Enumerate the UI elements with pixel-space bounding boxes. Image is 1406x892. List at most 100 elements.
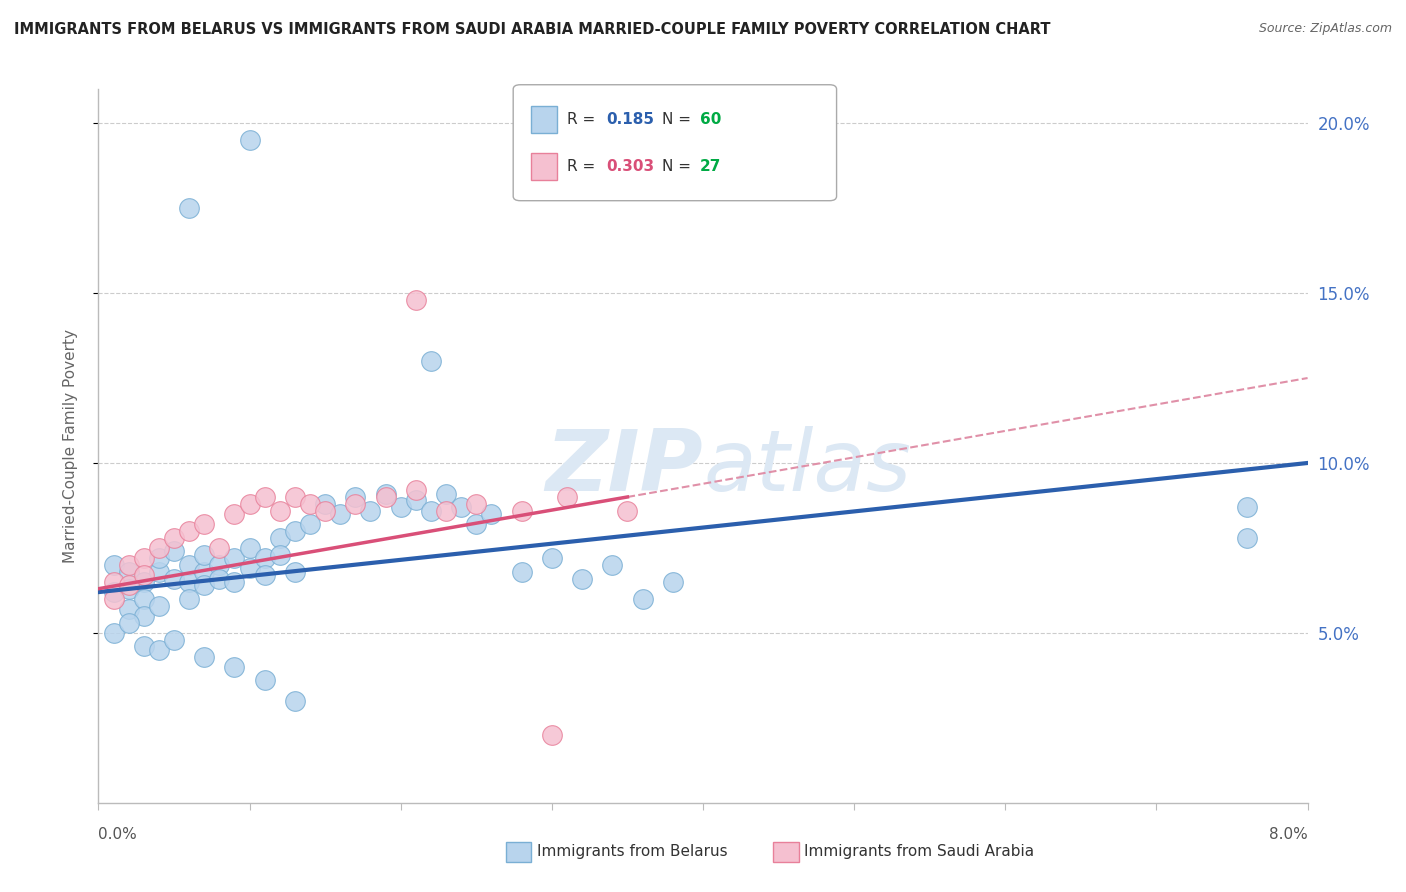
Point (239, 541, 262, 555)
Text: Immigrants from Saudi Arabia: Immigrants from Saudi Arabia (804, 845, 1035, 859)
Text: 8.0%: 8.0% (1268, 827, 1308, 841)
Point (434, 503, 457, 517)
Point (148, 643, 170, 657)
Point (299, 517, 322, 532)
Point (118, 565, 141, 579)
Point (148, 565, 170, 579)
Point (118, 602, 141, 616)
Point (179, 524, 201, 538)
Point (132, 591, 155, 606)
Point (132, 551, 155, 566)
Point (208, 572, 231, 586)
Text: 27: 27 (700, 159, 721, 174)
Point (284, 524, 307, 538)
Point (118, 558, 141, 572)
Point (148, 541, 170, 555)
Point (103, 626, 125, 640)
Point (314, 497, 336, 511)
Point (132, 640, 155, 654)
Text: 0.303: 0.303 (606, 159, 654, 174)
Point (193, 548, 215, 562)
Point (224, 551, 246, 566)
Point (103, 558, 125, 572)
Y-axis label: Married-Couple Family Poverty: Married-Couple Family Poverty (63, 329, 77, 563)
Point (314, 503, 336, 517)
Point (103, 585, 125, 599)
Point (163, 572, 186, 586)
Point (344, 497, 367, 511)
Point (132, 568, 155, 582)
Point (434, 486, 457, 500)
Point (420, 354, 443, 368)
Point (118, 582, 141, 596)
Text: R =: R = (567, 112, 600, 127)
Point (602, 558, 624, 572)
Point (179, 574, 201, 589)
Point (284, 565, 307, 579)
Point (374, 486, 396, 500)
Point (193, 649, 215, 664)
Point (208, 541, 231, 555)
Point (208, 558, 231, 572)
Point (465, 497, 488, 511)
Text: ZIP: ZIP (546, 425, 703, 509)
Point (344, 490, 367, 504)
Point (224, 660, 246, 674)
Text: 0.0%: 0.0% (98, 827, 138, 841)
Text: R =: R = (567, 159, 600, 174)
Point (118, 578, 141, 592)
Text: IMMIGRANTS FROM BELARUS VS IMMIGRANTS FROM SAUDI ARABIA MARRIED-COUPLE FAMILY PO: IMMIGRANTS FROM BELARUS VS IMMIGRANTS FR… (14, 22, 1050, 37)
Point (541, 728, 564, 742)
Point (405, 483, 427, 498)
Point (148, 551, 170, 566)
Point (481, 507, 503, 521)
Point (662, 574, 685, 589)
Point (510, 503, 533, 517)
Point (224, 574, 246, 589)
Text: Source: ZipAtlas.com: Source: ZipAtlas.com (1258, 22, 1392, 36)
Point (163, 632, 186, 647)
Point (360, 503, 382, 517)
Point (118, 615, 141, 630)
Point (541, 551, 564, 566)
Point (555, 490, 578, 504)
Point (239, 497, 262, 511)
Point (329, 507, 352, 521)
Point (571, 572, 593, 586)
Point (239, 133, 262, 147)
Point (103, 591, 125, 606)
Point (163, 531, 186, 545)
Point (420, 503, 443, 517)
Point (269, 548, 291, 562)
Point (405, 493, 427, 508)
Point (224, 507, 246, 521)
Point (193, 578, 215, 592)
Point (253, 551, 276, 566)
Text: N =: N = (662, 159, 696, 174)
Point (284, 490, 307, 504)
Text: 60: 60 (700, 112, 721, 127)
Point (253, 490, 276, 504)
Point (132, 574, 155, 589)
Point (389, 500, 412, 515)
Point (299, 497, 322, 511)
Text: 0.185: 0.185 (606, 112, 654, 127)
Point (374, 490, 396, 504)
Point (253, 568, 276, 582)
Point (510, 565, 533, 579)
Point (148, 599, 170, 613)
Point (193, 565, 215, 579)
Point (269, 531, 291, 545)
Point (103, 574, 125, 589)
Point (405, 293, 427, 307)
Text: Immigrants from Belarus: Immigrants from Belarus (537, 845, 728, 859)
Point (1236, 500, 1258, 515)
Text: N =: N = (662, 112, 696, 127)
Point (179, 591, 201, 606)
Point (631, 591, 654, 606)
Point (616, 503, 638, 517)
Point (253, 673, 276, 688)
Point (179, 558, 201, 572)
Point (465, 517, 488, 532)
Text: atlas: atlas (703, 425, 911, 509)
